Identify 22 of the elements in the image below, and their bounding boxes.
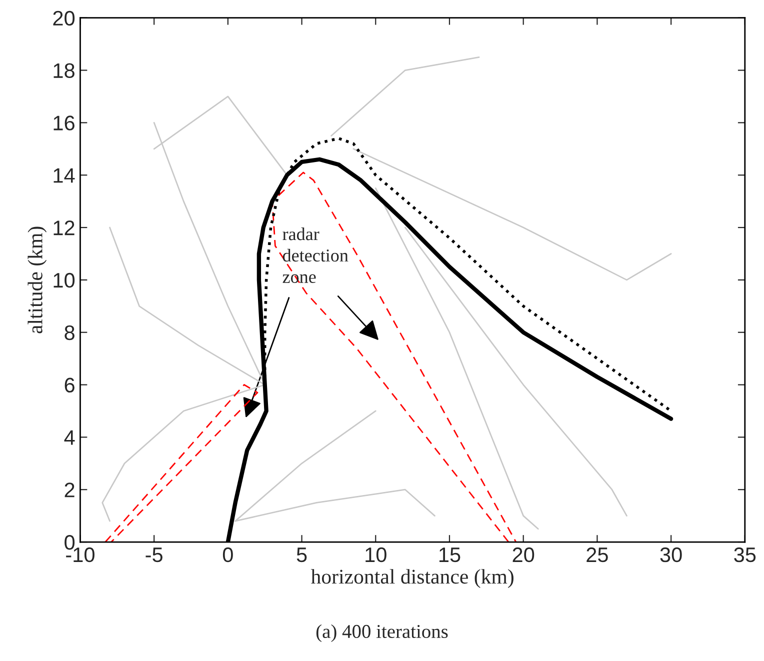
y-tick-label: 10 — [54, 272, 75, 288]
x-tick-label: 15 — [439, 548, 460, 562]
y-tick-label: 18 — [54, 63, 74, 78]
y-tick-label: 14 — [54, 168, 75, 183]
y-tick-label: 16 — [54, 116, 74, 130]
x-tick-label: 30 — [660, 547, 682, 562]
x-axis-title: horizontal distance (km) — [310, 569, 514, 588]
x-tick-label: 0 — [222, 547, 233, 562]
x-tick-label: -5 — [146, 548, 162, 562]
y-axis-title: altitude (km) — [28, 226, 47, 334]
x-tick-label: 10 — [366, 547, 386, 562]
x-tick-label: 25 — [586, 547, 608, 562]
y-tick-label: 8 — [64, 325, 74, 340]
text: (a) 400 iterations — [316, 624, 448, 642]
y-tick-label: 12 — [54, 220, 74, 236]
x-tick-label: 5 — [296, 548, 307, 562]
y-tick-label: 2 — [64, 482, 74, 498]
x-tick-label: 35 — [734, 547, 756, 562]
y-tick-label: 4 — [64, 430, 75, 445]
y-tick-label: 6 — [64, 378, 74, 393]
y-tick-label: 20 — [53, 10, 75, 26]
x-tick-label: 20 — [512, 547, 534, 562]
